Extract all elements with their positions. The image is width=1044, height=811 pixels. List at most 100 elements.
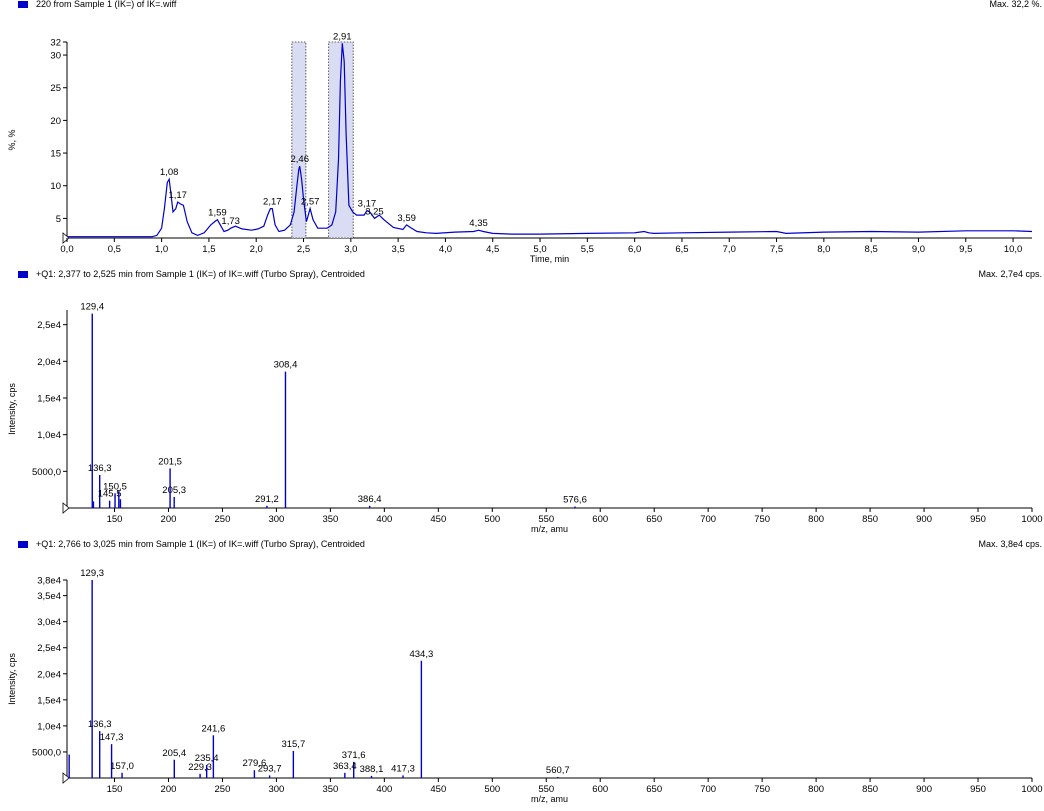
peak-label: 136,3 [88, 463, 112, 474]
x-tick-label: 4,5 [486, 244, 499, 255]
peak-label: 308,4 [274, 360, 298, 371]
x-tick-label: 150 [107, 514, 123, 525]
x-tick-label: 1,5 [202, 244, 215, 255]
peak-label: 1,59 [208, 208, 227, 219]
x-tick-label: 6,5 [675, 244, 688, 255]
x-tick-label: 1,0 [155, 244, 168, 255]
x-tick-label: 850 [862, 784, 878, 795]
axis-origin-arrow-icon [62, 502, 70, 514]
y-tick-label: 1,0e4 [37, 721, 61, 732]
peak-label: 157,0 [110, 761, 134, 772]
x-tick-label: 600 [592, 784, 608, 795]
x-tick-label: 9,5 [959, 244, 972, 255]
peak-label: 205,4 [162, 748, 186, 759]
peak-label: 205,3 [162, 485, 186, 496]
x-tick-label: 750 [754, 514, 770, 525]
peak-label: 363,4 [333, 761, 357, 772]
x-tick-label: 7,5 [770, 244, 783, 255]
x-tick-label: 250 [215, 784, 231, 795]
y-tick-label: 25 [50, 83, 61, 94]
y-tick-label: 5000,0 [32, 747, 61, 758]
peak-label: 291,2 [255, 494, 279, 505]
y-tick-label: 2,5e4 [37, 643, 61, 654]
x-axis-title: Time, min [530, 254, 569, 264]
peak-label: 1,17 [168, 190, 187, 201]
series-marker-icon [18, 1, 28, 8]
y-tick-label: 3,8e4 [37, 576, 61, 587]
x-tick-label: 10,0 [1004, 244, 1023, 255]
x-tick-label: 9,0 [912, 244, 925, 255]
x-tick-label: 650 [646, 514, 662, 525]
peak-label: 386,4 [358, 494, 382, 505]
x-tick-label: 350 [322, 784, 338, 795]
peak-label: 3,25 [365, 206, 384, 217]
y-tick-label: 1,0e4 [37, 430, 61, 441]
y-axis-title: %, % [7, 129, 17, 150]
peak-label: 434,3 [409, 649, 433, 660]
x-tick-label: 450 [430, 784, 446, 795]
spectrum-1-max: Max. 2,7e4 cps. [978, 269, 1042, 279]
spectrum-2-plot[interactable]: 5000,0 1,0e4 1,5e4 2,0e4 2,5e4 3,0e4 3,5e4 3,8e… [0, 540, 1044, 811]
peak-label: 2,91 [333, 31, 352, 42]
chromatogram-plot[interactable]: 5 10 15 20 25 30 32 0,0 0,5 1,0 1,5 2,0 2,5 3,0 3,5 4,0… [0, 0, 1044, 270]
peak-label: 2,46 [290, 154, 309, 165]
chromatogram-header: 220 from Sample 1 (IK=) of IK=.wiff Max.… [0, 0, 1044, 10]
spectrum-2-title: +Q1: 2,766 to 3,025 min from Sample 1 (I… [36, 539, 365, 549]
x-tick-label: 6,0 [628, 244, 641, 255]
x-tick-label: 650 [646, 784, 662, 795]
spectrum-1-header: +Q1: 2,377 to 2,525 min from Sample 1 (I… [0, 269, 1044, 280]
series-marker-icon [18, 271, 28, 278]
axis-origin-arrow-icon [62, 232, 70, 244]
spectrum-2-max: Max. 3,8e4 cps. [978, 539, 1042, 549]
y-tick-label: 1,5e4 [37, 695, 61, 706]
x-tick-label: 1000 [1021, 784, 1042, 795]
y-tick-label: 20 [50, 116, 61, 127]
peak-label: 2,57 [301, 197, 320, 208]
y-tick-label: 32 [50, 38, 61, 49]
peak-label: 1,73 [221, 216, 240, 227]
x-tick-label: 750 [754, 784, 770, 795]
spectrum-1-title: +Q1: 2,377 to 2,525 min from Sample 1 (I… [36, 269, 365, 279]
x-tick-label: 950 [970, 514, 986, 525]
peak-label: 293,7 [258, 763, 282, 774]
x-tick-label: 950 [970, 784, 986, 795]
y-axis-title: Intensity, cps [7, 383, 17, 435]
y-axis-title: Intensity, cps [7, 653, 17, 705]
x-tick-label: 0,5 [108, 244, 121, 255]
peak-label: 315,7 [281, 739, 305, 750]
x-tick-label: 3,5 [392, 244, 405, 255]
axis-origin-arrow-icon [62, 772, 70, 784]
x-tick-label: 400 [376, 514, 392, 525]
x-tick-label: 600 [592, 514, 608, 525]
peak-label: 576,6 [563, 495, 587, 506]
spectrum-1-plot[interactable]: 5000,0 1,0e4 1,5e4 2,0e4 2,5e4 150 200 250 300 35… [0, 270, 1044, 540]
x-tick-label: 200 [161, 784, 177, 795]
peak-label: 560,7 [546, 765, 570, 776]
x-tick-label: 1000 [1021, 514, 1042, 525]
x-tick-label: 4,0 [439, 244, 452, 255]
chromatogram-trace [67, 43, 1033, 238]
spectrum-2-header: +Q1: 2,766 to 3,025 min from Sample 1 (I… [0, 539, 1044, 550]
x-axis-title: m/z, amu [531, 794, 568, 804]
x-tick-label: 800 [808, 514, 824, 525]
peak-label: 229,3 [188, 762, 212, 773]
peak-label: 129,4 [80, 302, 104, 313]
x-tick-label: 150 [107, 784, 123, 795]
peak-label: 129,3 [80, 568, 104, 579]
y-tick-label: 2,0e4 [37, 669, 61, 680]
y-tick-label: 1,5e4 [37, 394, 61, 405]
x-tick-label: 800 [808, 784, 824, 795]
peak-label: 3,17 [358, 199, 377, 210]
peak-label: 417,3 [391, 763, 415, 774]
x-tick-label: 300 [268, 514, 284, 525]
x-tick-label: 7,0 [723, 244, 736, 255]
peak-label: 201,5 [158, 456, 182, 467]
x-tick-label: 3,0 [344, 244, 357, 255]
peak-label: 235,4 [195, 753, 219, 764]
y-tick-label: 15 [50, 149, 61, 160]
peak-label: 136,3 [88, 719, 112, 730]
y-tick-label: 2,0e4 [37, 357, 61, 368]
x-tick-label: 400 [376, 784, 392, 795]
peak-label: 371,6 [342, 750, 366, 761]
x-tick-label: 5,0 [533, 244, 546, 255]
